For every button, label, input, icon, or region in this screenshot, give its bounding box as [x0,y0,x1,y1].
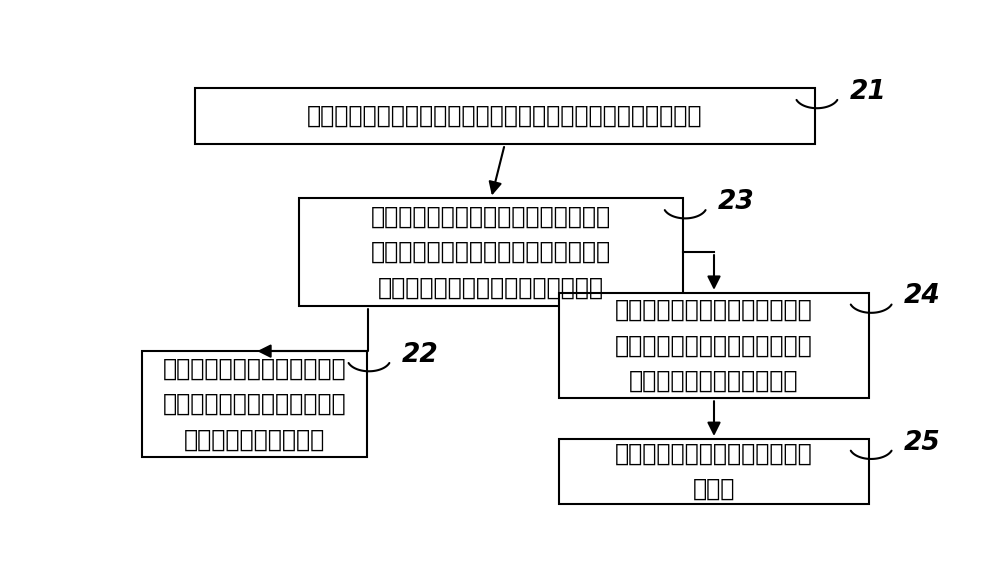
Text: 24: 24 [904,283,940,310]
Bar [559,293,869,398]
Text: 当目标参考信号图样为默认参
考信号图样时，不向终端设备
发送参考信号指示信息: 当目标参考信号图样为默认参 考信号图样时，不向终端设备 发送参考信号指示信息 [163,357,346,451]
Text: 当目标参考信号图样与上一参考信号指
示信息所指示的参考信号图样相同时，
不向终端设备发送参考信号指示信息: 当目标参考信号图样与上一参考信号指 示信息所指示的参考信号图样相同时， 不向终端… [371,205,611,300]
Text: 当目标参考信号图样满足预设条
件时，确定用于指示目标参考信
号图样的参考信号指示信息: 当目标参考信号图样满足预设条 件时，确定用于指示目标参考信 号图样的参考信号指示… [615,298,813,393]
Text: 22: 22 [402,342,438,368]
Text: 将该参考信号指示信息发送至终
端设备: 将该参考信号指示信息发送至终 端设备 [615,442,813,501]
Text: 为终端设备配置下一传输时间间隔内所采用的目标参考信号图样: 为终端设备配置下一传输时间间隔内所采用的目标参考信号图样 [307,104,702,128]
Text: 21: 21 [849,79,886,105]
Text: 25: 25 [904,430,940,456]
Bar [195,88,815,144]
Bar [559,439,869,504]
Text: 23: 23 [718,189,754,215]
Bar [142,351,367,457]
Bar [299,198,683,306]
